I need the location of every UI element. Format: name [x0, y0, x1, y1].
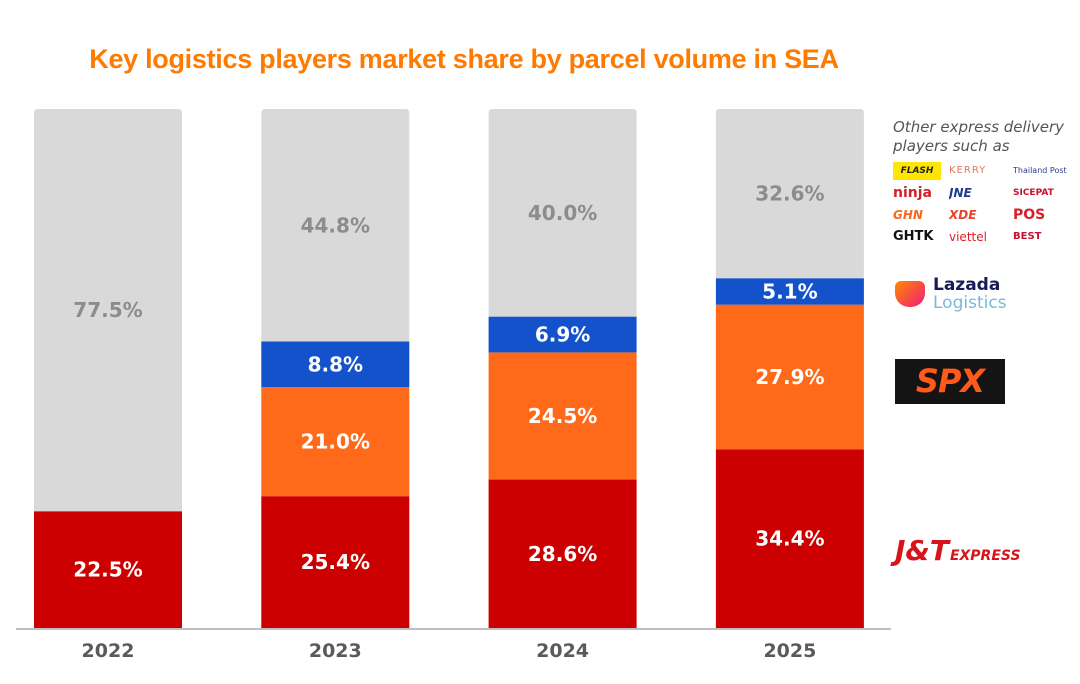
x-tick-label: 2024	[536, 640, 589, 662]
bar-segment-lazada-logistics-2023	[261, 341, 410, 388]
ghn-express-logo: GHN	[893, 208, 923, 222]
data-label: 25.4%	[301, 550, 370, 574]
bar-segment-j-t-express-2024	[488, 479, 637, 628]
legend-other-players: Other express delivery players such as F…	[893, 118, 1073, 246]
data-label: 8.8%	[308, 352, 363, 376]
kerry-logistics-logo: KERRY	[949, 165, 987, 176]
bar-segment-spx-express-2024	[488, 352, 637, 480]
x-tick-label: 2022	[82, 640, 135, 662]
bar-segment-other-express-delivery-players-2022	[34, 109, 182, 512]
lazada-logo-line1: Lazada	[933, 275, 1001, 295]
other-players-title: Other express delivery players such as	[893, 118, 1065, 155]
data-label: 21.0%	[301, 430, 370, 454]
lazada-heart-icon	[895, 281, 925, 307]
jnt-express-logo: J&T EXPRESS	[895, 534, 1021, 567]
x-tick-label: 2023	[309, 640, 362, 662]
best-express-logo: BEST	[1013, 231, 1042, 242]
data-label: 5.1%	[762, 279, 817, 303]
bar-segment-other-express-delivery-players-2025	[715, 109, 864, 279]
data-label: 44.8%	[301, 213, 370, 237]
bar-segment-spx-express-2025	[715, 304, 864, 450]
jnt-logo-main: J&T	[895, 534, 949, 567]
pos-malaysia-logo: POS	[1013, 207, 1046, 223]
chart-title: Key logistics players market share by pa…	[89, 44, 839, 74]
x-tick-label: 2025	[763, 640, 816, 662]
jne-logo: JNE	[949, 186, 972, 200]
bar-segment-other-express-delivery-players-2024	[488, 109, 637, 317]
ninja-xpress-logo: ninja	[893, 185, 932, 201]
spx-express-logo: SPX	[895, 359, 1005, 404]
data-label: 24.5%	[528, 404, 597, 428]
flash-express-logo: FLASH	[893, 162, 941, 180]
other-players-logos: FLASH KERRY Thailand Post ninja JNE SICE…	[893, 162, 1073, 246]
bar-2023: 25.4% 21.0% 8.8% 44.8%	[261, 109, 410, 628]
lazada-logo-line2: Logistics	[933, 293, 1007, 313]
viettel-post-logo: viettel	[949, 230, 987, 244]
data-label: 32.6%	[755, 182, 824, 206]
sicepat-logo: SICEPAT	[1013, 188, 1054, 198]
data-label: 34.4%	[755, 527, 824, 551]
bar-2025: 34.4% 27.9% 5.1% 32.6%	[715, 109, 864, 628]
bar-segment-j-t-express-2023	[261, 496, 410, 628]
lazada-logistics-logo: Lazada Logistics	[895, 276, 1007, 312]
data-label: 6.9%	[535, 323, 590, 347]
data-label: 22.5%	[73, 558, 142, 582]
xde-logo: XDE	[949, 208, 977, 222]
bar-segment-other-express-delivery-players-2023	[261, 109, 410, 342]
bar-segment-spx-express-2023	[261, 387, 410, 497]
bar-segment-lazada-logistics-2025	[715, 278, 864, 305]
bar-2022: 22.5% 77.5%	[34, 109, 182, 628]
data-label: 28.6%	[528, 542, 597, 566]
data-label: 77.5%	[73, 298, 142, 322]
ghtk-logo: GHTK	[893, 229, 934, 244]
jnt-logo-sub: EXPRESS	[949, 548, 1021, 564]
thailand-post-logo: Thailand Post	[1013, 166, 1067, 175]
bar-segment-j-t-express-2025	[715, 449, 864, 628]
data-label: 27.9%	[755, 365, 824, 389]
bar-2024: 28.6% 24.5% 6.9% 40.0%	[488, 109, 637, 628]
bar-segment-lazada-logistics-2024	[488, 316, 637, 353]
bar-segment-j-t-express-2022	[34, 511, 182, 628]
data-label: 40.0%	[528, 201, 597, 225]
